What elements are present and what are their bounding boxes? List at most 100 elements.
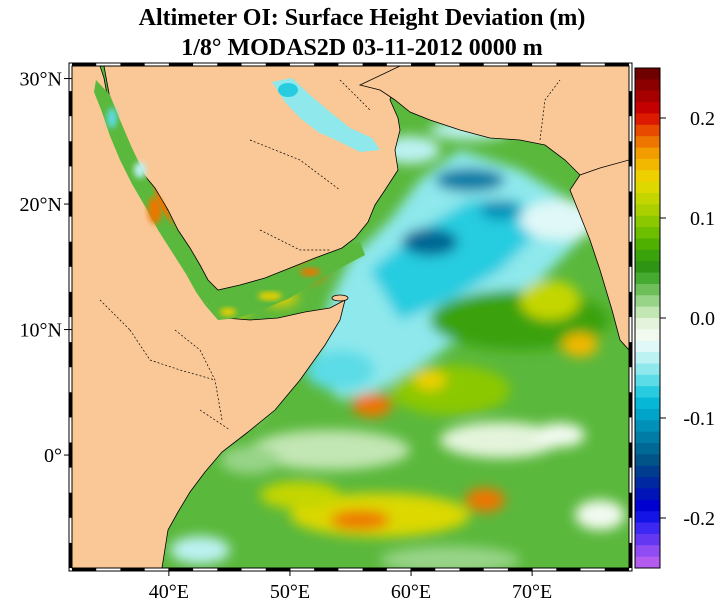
lon-tick-label: 70°E: [512, 581, 552, 603]
colorbar-cell: [635, 283, 660, 296]
colorbar-cell: [635, 204, 660, 217]
colorbar-cell: [635, 295, 660, 308]
frame-segment: [556, 568, 581, 571]
colorbar-cell: [635, 408, 660, 421]
colorbar-cell: [635, 533, 660, 546]
frame-segment: [69, 141, 72, 167]
frame-segment: [69, 342, 72, 368]
frame-segment: [69, 91, 72, 117]
colorbar-cell: [635, 90, 660, 103]
frame-segment: [629, 442, 632, 468]
colorbar-cell: [635, 170, 660, 183]
colorbar-tick-label: -0.1: [683, 408, 715, 430]
colorbar-cell: [635, 488, 660, 501]
colorbar-cell: [635, 556, 660, 569]
lat-tick-label: 30°N: [20, 69, 62, 91]
frame-segment: [168, 568, 194, 571]
frame-segment: [629, 542, 632, 568]
lon-tick-label: 60°E: [391, 581, 431, 603]
frame-segment: [411, 568, 436, 571]
frame-segment: [314, 63, 339, 66]
colorbar-cell: [635, 261, 660, 274]
colorbar-tick-label: 0.2: [690, 108, 715, 130]
frame-segment: [120, 63, 145, 66]
frame-segment: [629, 392, 632, 418]
frame-segment: [69, 241, 72, 267]
map-frame: [68, 62, 633, 572]
frame-segment: [507, 568, 533, 571]
colorbar-cell: [635, 102, 660, 114]
colorbar-cell: [635, 511, 660, 524]
frame-segment: [362, 568, 387, 571]
colorbar-cell: [635, 465, 660, 478]
colorbar-cell: [635, 340, 660, 353]
frame-segment: [604, 63, 629, 66]
map-title-line1: Altimeter OI: Surface Height Deviation (…: [138, 5, 586, 31]
colorbar-cell: [635, 227, 660, 239]
gulf-of-aden: [205, 242, 365, 320]
frame-segment: [72, 568, 97, 571]
colorbar-cell: [635, 272, 660, 285]
colorbar-cell: [635, 545, 660, 558]
lon-labels: 40°E 50°E 60°E 70°E: [149, 568, 552, 603]
colorbar-cell: [635, 158, 660, 171]
frame-segment: [265, 568, 290, 571]
frame-segment: [629, 342, 632, 368]
colorbar-cell: [635, 318, 660, 330]
lat-labels: 30°N 20°N 10°N 0°: [20, 69, 72, 467]
frame-segment: [72, 63, 97, 66]
country-borders: [99, 79, 561, 431]
colorbar-cell: [635, 522, 660, 535]
lat-tick-label: 20°N: [20, 194, 62, 216]
lon-tick-label: 40°E: [149, 581, 189, 603]
frame-segment: [507, 63, 533, 66]
frame-segment: [459, 63, 484, 66]
colorbar-cell: [635, 386, 660, 399]
colorbar-cell: [635, 193, 660, 205]
frame-segment: [217, 63, 242, 66]
frame-segment: [629, 241, 632, 267]
red-sea: [94, 80, 210, 305]
colorbar-cell: [635, 352, 660, 364]
frame-segment: [314, 568, 339, 571]
frame-segment: [362, 63, 387, 66]
colorbar-cell: [635, 454, 660, 467]
frame-segment: [556, 63, 581, 66]
colorbar-tick-label: -0.2: [683, 508, 715, 530]
frame-segment: [629, 492, 632, 518]
frame-segment: [411, 63, 436, 66]
map-title-line2: 1/8° MODAS2D 03-11-2012 0000 m: [181, 35, 543, 61]
colorbar-cell: [635, 499, 660, 512]
lat-tick-label: 10°N: [20, 320, 62, 342]
frame-segment: [69, 291, 72, 317]
colorbar-cell: [635, 374, 660, 387]
frame-segment: [604, 568, 629, 571]
colorbar-cell: [635, 397, 660, 410]
colorbar-cell: [635, 420, 660, 433]
frame-segment: [69, 392, 72, 418]
frame-segment: [69, 492, 72, 518]
frame-segment: [265, 63, 290, 66]
colorbar-cell: [635, 79, 660, 92]
colorbar-cell: [635, 136, 660, 149]
colorbar-cell: [635, 215, 660, 228]
lon-tick-label: 50°E: [270, 581, 310, 603]
colorbar-cell: [635, 477, 660, 489]
colorbar-tick-label: 0.0: [690, 308, 715, 330]
colorbar-cell: [635, 181, 660, 194]
frame-segment: [217, 568, 242, 571]
frame-segment: [69, 542, 72, 568]
colorbar-cell: [635, 431, 660, 444]
lat-tick-label: 0°: [44, 445, 62, 467]
colorbar-cell: [635, 68, 660, 80]
frame-segment: [629, 191, 632, 217]
colorbar-cell: [635, 306, 660, 319]
colorbar-cell: [635, 443, 660, 455]
colorbar-cell: [635, 147, 660, 160]
colorbar-cell: [635, 363, 660, 376]
persian-gulf: [272, 78, 380, 152]
colorbar-cell: [635, 329, 660, 342]
frame-segment: [629, 91, 632, 117]
colorbar: 0.2 0.1 0.0 -0.1 -0.2: [634, 67, 715, 569]
